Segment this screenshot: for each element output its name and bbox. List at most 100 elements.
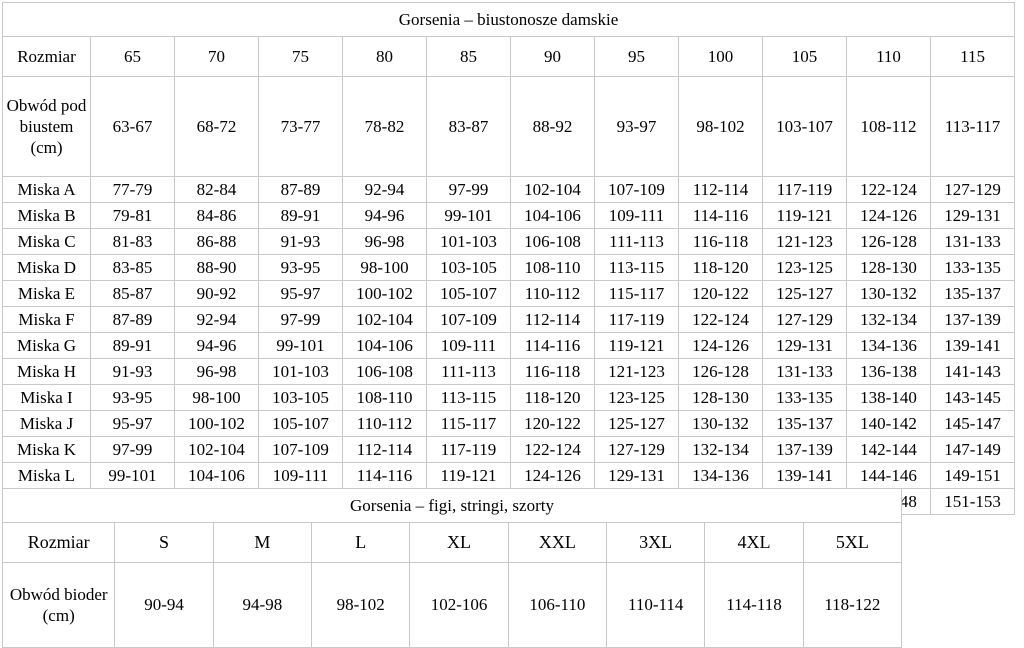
cup-label: Miska K — [2, 436, 91, 463]
cup-value: 120-122 — [510, 410, 595, 437]
cup-value: 125-127 — [594, 410, 679, 437]
cup-value: 107-109 — [594, 176, 679, 203]
cup-value: 117-119 — [594, 306, 679, 333]
cup-value: 109-111 — [426, 332, 511, 359]
panty-header-size-label: Rozmiar — [1, 522, 116, 563]
cup-value: 99-101 — [258, 332, 343, 359]
bra-underbust-value: 73-77 — [258, 76, 343, 177]
cup-value: 121-123 — [762, 228, 847, 255]
cup-value: 119-121 — [426, 462, 511, 489]
bra-size-table: Gorsenia – biustonosze damskie Rozmiar 6… — [1, 2, 1016, 515]
table-row: Miska C 81-83 86-88 91-93 96-98 101-103 … — [2, 228, 1016, 255]
cup-value: 82-84 — [174, 176, 259, 203]
cup-label: Miska G — [2, 332, 91, 359]
bra-header-size-80: 80 — [342, 36, 427, 77]
cup-value: 121-123 — [594, 358, 679, 385]
cup-value: 129-131 — [594, 462, 679, 489]
cup-value: 100-102 — [342, 280, 427, 307]
cup-value: 120-122 — [678, 280, 763, 307]
cup-value: 127-129 — [594, 436, 679, 463]
bra-header-size-75: 75 — [258, 36, 343, 77]
cup-value: 111-113 — [594, 228, 679, 255]
cup-value: 112-114 — [342, 436, 427, 463]
bra-header-size-110: 110 — [846, 36, 931, 77]
panty-hips-value: 114-118 — [704, 562, 804, 648]
bra-table-body: Gorsenia – biustonosze damskie Rozmiar 6… — [1, 2, 1016, 515]
bra-header-size-95: 95 — [594, 36, 679, 77]
cup-value: 127-129 — [929, 176, 1016, 203]
cup-value: 131-133 — [929, 228, 1016, 255]
table-row: Miska G 89-91 94-96 99-101 104-106 109-1… — [2, 332, 1016, 359]
cup-value: 94-96 — [342, 202, 427, 229]
cup-value: 90-92 — [174, 280, 259, 307]
cup-value: 139-141 — [762, 462, 847, 489]
cup-label: Miska A — [2, 176, 91, 203]
cup-value: 151-153 — [929, 488, 1016, 515]
cup-value: 113-115 — [594, 254, 679, 281]
cup-value: 134-136 — [846, 332, 931, 359]
cup-label: Miska H — [2, 358, 91, 385]
cup-value: 103-105 — [258, 384, 343, 411]
cup-value: 84-86 — [174, 202, 259, 229]
cup-value: 99-101 — [426, 202, 511, 229]
cup-value: 113-115 — [426, 384, 511, 411]
cup-value: 123-125 — [762, 254, 847, 281]
table-row: Miska F 87-89 92-94 97-99 102-104 107-10… — [2, 306, 1016, 333]
cup-value: 143-145 — [929, 384, 1016, 411]
cup-value: 128-130 — [678, 384, 763, 411]
cup-value: 128-130 — [846, 254, 931, 281]
cup-value: 103-105 — [426, 254, 511, 281]
cup-value: 111-113 — [426, 358, 511, 385]
cup-value: 147-149 — [929, 436, 1016, 463]
bra-underbust-value: 103-107 — [762, 76, 847, 177]
cup-value: 122-124 — [510, 436, 595, 463]
cup-value: 105-107 — [258, 410, 343, 437]
cup-label: Miska I — [2, 384, 91, 411]
bra-header-size-100: 100 — [678, 36, 763, 77]
cup-value: 135-137 — [929, 280, 1016, 307]
cup-label: Miska L — [2, 462, 91, 489]
cup-value: 91-93 — [90, 358, 175, 385]
cup-value: 129-131 — [762, 332, 847, 359]
cup-value: 79-81 — [90, 202, 175, 229]
bra-header-size-90: 90 — [510, 36, 595, 77]
cup-value: 87-89 — [258, 176, 343, 203]
cup-value: 104-106 — [342, 332, 427, 359]
cup-value: 92-94 — [174, 306, 259, 333]
cup-value: 96-98 — [174, 358, 259, 385]
bra-underbust-value: 88-92 — [510, 76, 595, 177]
panty-header-size-l: L — [311, 522, 411, 563]
cup-value: 98-100 — [342, 254, 427, 281]
cup-value: 122-124 — [678, 306, 763, 333]
cup-value: 135-137 — [762, 410, 847, 437]
cup-label: Miska B — [2, 202, 91, 229]
cup-label: Miska E — [2, 280, 91, 307]
cup-value: 89-91 — [258, 202, 343, 229]
cup-value: 130-132 — [678, 410, 763, 437]
panty-hips-label: Obwód bioder (cm) — [1, 562, 116, 648]
cup-value: 107-109 — [426, 306, 511, 333]
cup-value: 114-116 — [510, 332, 595, 359]
panty-table-title: Gorsenia – figi, stringi, szorty — [2, 488, 902, 523]
cup-value: 83-85 — [90, 254, 175, 281]
cup-value: 98-100 — [174, 384, 259, 411]
panty-hips-row: Obwód bioder (cm) 90-94 94-98 98-102 102… — [1, 562, 903, 648]
cup-value: 85-87 — [90, 280, 175, 307]
bra-underbust-value: 108-112 — [846, 76, 931, 177]
cup-value: 140-142 — [846, 410, 931, 437]
cup-value: 115-117 — [426, 410, 511, 437]
cup-value: 93-95 — [258, 254, 343, 281]
cup-value: 100-102 — [174, 410, 259, 437]
panty-header-size-5xl: 5XL — [802, 522, 903, 563]
cup-value: 149-151 — [929, 462, 1016, 489]
table-row: Miska A 77-79 82-84 87-89 92-94 97-99 10… — [2, 176, 1016, 203]
bra-header-size-85: 85 — [426, 36, 511, 77]
cup-value: 110-112 — [510, 280, 595, 307]
cup-value: 144-146 — [846, 462, 931, 489]
cup-value: 97-99 — [90, 436, 175, 463]
table-row: Miska I 93-95 98-100 103-105 108-110 113… — [2, 384, 1016, 411]
cup-value: 102-104 — [342, 306, 427, 333]
bra-table-title: Gorsenia – biustonosze damskie — [1, 2, 1016, 37]
cup-value: 96-98 — [342, 228, 427, 255]
cup-value: 92-94 — [342, 176, 427, 203]
